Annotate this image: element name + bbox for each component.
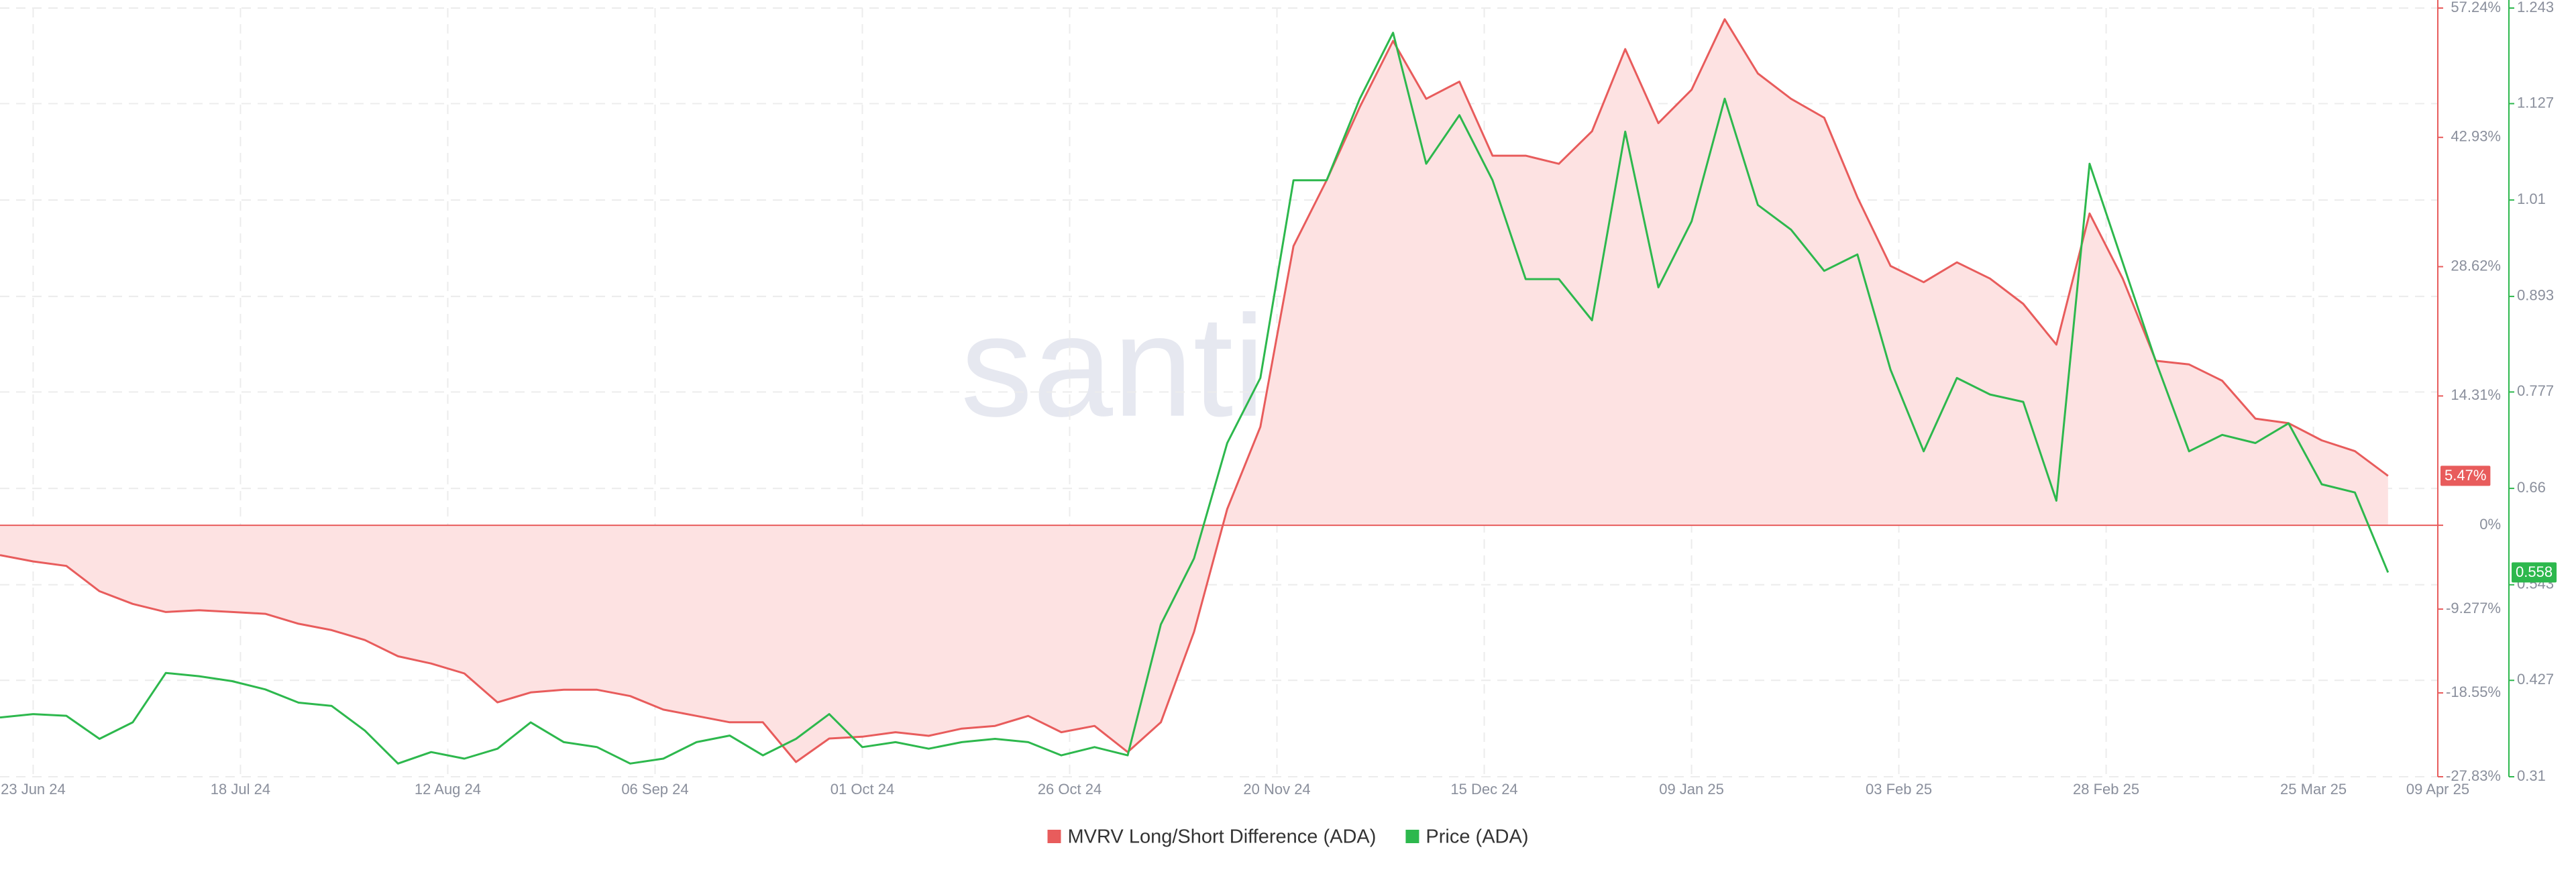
y2-tick-label: 0.31 <box>2517 767 2546 784</box>
x-tick-label: 23 Jun 24 <box>1 781 66 798</box>
y2-tick-label: 0.66 <box>2517 479 2546 496</box>
x-tick-label: 18 Jul 24 <box>211 781 270 798</box>
x-tick-label: 09 Jan 25 <box>1659 781 1724 798</box>
legend-label: MVRV Long/Short Difference (ADA) <box>1068 826 1377 848</box>
value-badge <box>2512 562 2557 583</box>
x-tick-label: 12 Aug 24 <box>415 781 481 798</box>
y2-tick-label: 1.243 <box>2517 0 2554 15</box>
legend-swatch <box>1405 830 1419 843</box>
y-tick-label: 57.24% <box>2451 0 2501 15</box>
y-tick-label: 42.93% <box>2451 128 2501 145</box>
legend-swatch <box>1047 830 1061 843</box>
y-tick-label: -9.277% <box>2446 600 2501 616</box>
x-tick-label: 15 Dec 24 <box>1450 781 1517 798</box>
x-tick-label: 01 Oct 24 <box>830 781 894 798</box>
value-badge <box>2440 466 2491 486</box>
x-tick-label: 25 Mar 25 <box>2280 781 2347 798</box>
y-tick-label: -18.55% <box>2446 684 2501 700</box>
y2-tick-label: 1.127 <box>2517 94 2554 111</box>
series-line <box>0 18 2389 763</box>
series-line <box>0 32 2390 765</box>
area-fill <box>0 19 2388 763</box>
x-tick-label: 06 Sep 24 <box>621 781 688 798</box>
value-label: 5.47% <box>2445 467 2486 484</box>
y2-tick-label: 1.01 <box>2517 190 2546 207</box>
x-tick-label: 03 Feb 25 <box>1866 781 1932 798</box>
x-tick-label: 09 Apr 25 <box>2406 781 2469 798</box>
y2-tick-label: 0.427 <box>2517 671 2554 688</box>
y-tick-label: 14.31% <box>2451 386 2501 403</box>
x-tick-label: 26 Oct 24 <box>1038 781 1102 798</box>
legend: MVRV Long/Short Difference (ADA) Price (A… <box>1047 826 1529 848</box>
x-tick-label: 28 Feb 25 <box>2073 781 2139 798</box>
y2-tick-label: 0.777 <box>2517 382 2554 399</box>
legend-label: Price (ADA) <box>1426 826 1528 848</box>
y-tick-label: 0% <box>2479 516 2501 533</box>
y-tick-label: -27.83% <box>2446 767 2501 784</box>
value-label: 0.558 <box>2516 563 2553 580</box>
x-tick-label: 20 Nov 24 <box>1243 781 1310 798</box>
y-tick-label: 28.62% <box>2451 257 2501 274</box>
y2-tick-label: 0.893 <box>2517 287 2554 304</box>
